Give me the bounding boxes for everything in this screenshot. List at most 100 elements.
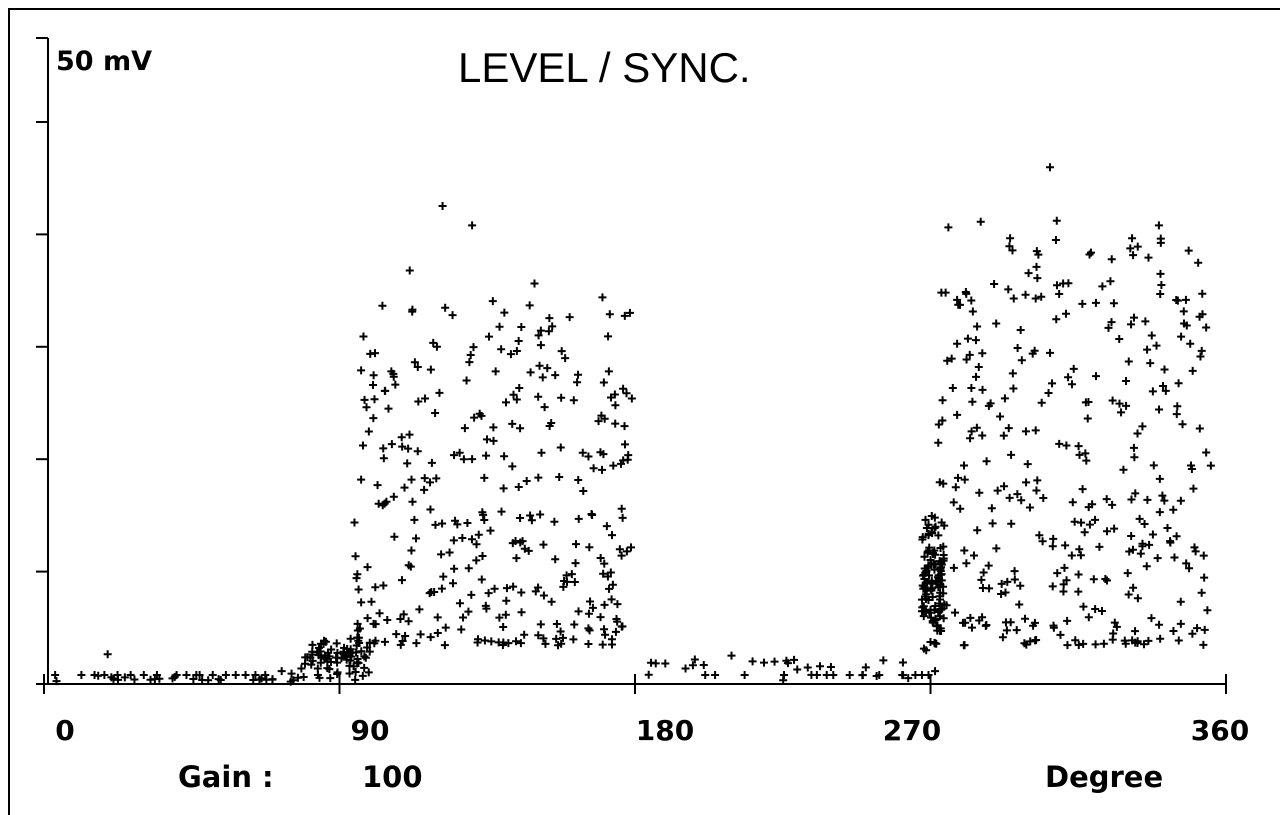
data-point xyxy=(919,602,928,611)
data-point xyxy=(935,557,944,566)
data-point xyxy=(1052,216,1061,225)
data-point xyxy=(939,542,948,551)
data-point xyxy=(573,378,582,387)
data-point xyxy=(416,630,425,639)
data-point xyxy=(1005,242,1014,251)
data-point xyxy=(1074,442,1083,451)
data-point xyxy=(525,301,534,310)
data-point xyxy=(1022,478,1031,487)
data-point xyxy=(506,350,515,359)
data-point xyxy=(361,653,370,662)
ticks xyxy=(36,37,1227,694)
data-point xyxy=(962,559,971,568)
data-point xyxy=(1048,542,1057,551)
data-point xyxy=(182,670,191,679)
data-point xyxy=(400,483,409,492)
data-point xyxy=(426,478,435,487)
data-point xyxy=(1015,600,1024,609)
data-point xyxy=(1021,614,1030,623)
data-point xyxy=(748,657,757,666)
data-point xyxy=(1023,460,1032,469)
data-point xyxy=(936,564,945,573)
data-point xyxy=(204,676,213,685)
data-point xyxy=(1037,292,1046,301)
data-point xyxy=(1071,636,1080,645)
data-point xyxy=(971,336,980,345)
data-point xyxy=(554,641,563,650)
data-point xyxy=(1091,515,1100,524)
data-point xyxy=(617,459,626,468)
data-point xyxy=(987,504,996,513)
data-point xyxy=(1109,299,1118,308)
data-point xyxy=(922,567,931,576)
data-point xyxy=(923,547,932,556)
data-point xyxy=(1176,597,1185,606)
data-point xyxy=(563,577,572,586)
data-point xyxy=(1006,234,1015,243)
data-point xyxy=(561,354,570,363)
data-point xyxy=(502,596,511,605)
data-point xyxy=(599,569,608,578)
data-point xyxy=(371,349,380,358)
data-point xyxy=(589,464,598,473)
data-point xyxy=(527,516,536,525)
data-point xyxy=(972,423,981,432)
data-point xyxy=(1061,541,1070,550)
data-point xyxy=(1148,387,1157,396)
data-point xyxy=(1148,530,1157,539)
data-point xyxy=(1101,574,1110,583)
data-point xyxy=(1200,573,1209,582)
data-point xyxy=(1173,402,1182,411)
data-point xyxy=(1129,583,1138,592)
data-point xyxy=(1133,637,1142,646)
data-point xyxy=(949,498,958,507)
data-point xyxy=(611,627,620,636)
data-point xyxy=(429,338,438,347)
data-point xyxy=(807,670,816,679)
data-point xyxy=(1172,532,1181,541)
data-point xyxy=(308,650,317,659)
data-point xyxy=(515,383,524,392)
data-point xyxy=(1097,606,1106,615)
data-point xyxy=(949,563,958,572)
data-point xyxy=(500,452,509,461)
data-point xyxy=(355,624,364,633)
data-point xyxy=(599,378,608,387)
data-point xyxy=(605,310,614,319)
data-point xyxy=(620,311,629,320)
data-point xyxy=(1145,540,1154,549)
data-point xyxy=(948,383,957,392)
data-point xyxy=(1142,562,1151,571)
data-point xyxy=(321,637,330,646)
data-point xyxy=(699,661,708,670)
data-point xyxy=(1170,553,1179,562)
data-point xyxy=(357,475,366,484)
data-point xyxy=(539,591,548,600)
data-point xyxy=(618,513,627,522)
data-point xyxy=(468,455,477,464)
data-point xyxy=(1095,542,1104,551)
data-point xyxy=(1078,299,1087,308)
data-point xyxy=(597,465,606,474)
data-point xyxy=(1143,495,1152,504)
data-point xyxy=(1106,277,1115,286)
data-point xyxy=(1079,639,1088,648)
data-point xyxy=(390,532,399,541)
data-point xyxy=(1034,250,1043,259)
data-point xyxy=(600,600,609,609)
data-point xyxy=(879,656,888,665)
data-point xyxy=(534,331,543,340)
data-point xyxy=(358,671,367,680)
data-point xyxy=(1139,640,1148,649)
data-point xyxy=(216,675,225,684)
data-point xyxy=(990,280,999,289)
data-point xyxy=(1075,450,1084,459)
data-point xyxy=(1144,253,1153,262)
data-point xyxy=(926,605,935,614)
data-point xyxy=(1032,486,1041,495)
data-point xyxy=(383,615,392,624)
data-point xyxy=(782,656,791,665)
data-point xyxy=(1199,640,1208,649)
x-tick-label: 90 xyxy=(351,714,390,747)
data-point xyxy=(928,592,937,601)
